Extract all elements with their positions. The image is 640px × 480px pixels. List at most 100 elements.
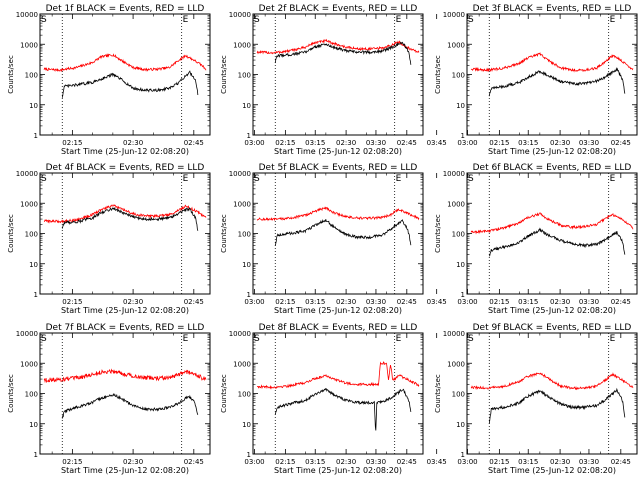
y-tick-label: 1000 [447,200,465,208]
y-tick-label: 1000 [447,360,465,368]
plot-frame [466,13,638,136]
end-marker-label: E [396,174,402,184]
y-tick-label: 10000 [16,330,38,338]
y-tick-label: 10000 [229,170,251,178]
start-marker-label: S [41,334,47,344]
y-tick-label: 10 [29,421,38,429]
x-axis-label: Start Time (25-Jun-12 02:08:20) [61,466,189,475]
y-axis-label: Counts/sec [434,214,442,253]
panel-title: Det 6f BLACK = Events, RED = LLD [473,163,632,173]
start-marker-label: S [254,334,260,344]
x-tick-label: 03:30 [366,458,386,466]
plot-frame [39,13,211,136]
panel-title: Det 9f BLACK = Events, RED = LLD [473,323,632,333]
end-marker-label: E [183,334,189,344]
x-tick-label: 02:30 [336,458,356,466]
events-series-line [61,206,199,231]
plot-frame [252,172,424,295]
x-tick-label: 03:00 [457,458,477,466]
x-tick-label: 03:00 [244,458,264,466]
x-tick-label: 02:45 [611,139,631,147]
x-tick-label: 02:45 [397,298,417,306]
y-tick-label: 100 [452,231,465,239]
detector-panel-8: Det 8f BLACK = Events, RED = LLD Counts/s… [220,323,640,475]
y-tick-label: 10 [242,261,251,269]
y-axis-label: Counts/sec [7,55,15,94]
lld-series-line [470,52,634,73]
x-tick-label: 03:00 [457,298,477,306]
x-tick-label: 02:45 [397,139,417,147]
y-axis-label: Counts/sec [434,55,442,94]
y-tick-label: 1 [34,132,38,140]
events-series-line [61,392,199,419]
x-tick-label: 03:15 [518,458,538,466]
x-tick-label: 03:30 [366,298,386,306]
x-tick-label: 02:45 [611,458,631,466]
x-tick-label: 02:30 [123,298,143,306]
detector-panel-7: Det 7f BLACK = Events, RED = LLD Counts/s… [7,323,447,475]
lld-series-line [43,368,207,384]
end-marker-label: E [396,334,402,344]
y-tick-label: 1 [247,451,251,459]
y-axis-label: Counts/sec [434,374,442,413]
detector-panel-9: Det 9f BLACK = Events, RED = LLD Counts/s… [434,323,638,475]
x-tick-label: 02:30 [336,298,356,306]
start-marker-label: S [254,174,260,184]
y-axis-label: Counts/sec [220,55,228,94]
start-marker-label: S [468,15,474,25]
x-tick-label: 03:00 [244,139,264,147]
detector-panel-2: Det 2f BLACK = Events, RED = LLD Counts/s… [220,4,640,156]
lld-series-line [257,361,420,390]
end-marker-label: E [183,174,189,184]
y-tick-label: 10000 [229,11,251,19]
x-tick-label: 03:00 [457,139,477,147]
end-marker-label: E [396,15,402,25]
x-tick-label: 03:45 [427,139,447,147]
x-tick-label: 02:45 [184,139,204,147]
y-tick-label: 100 [452,391,465,399]
panel-title: Det 1f BLACK = Events, RED = LLD [46,4,205,14]
start-marker-label: S [41,15,47,25]
y-tick-label: 1 [461,291,465,299]
x-tick-label: 02:15 [275,458,295,466]
detector-panel-3: Det 3f BLACK = Events, RED = LLD Counts/s… [434,4,638,156]
end-marker-label: E [610,15,616,25]
y-tick-label: 10000 [443,330,465,338]
y-tick-label: 1000 [233,200,251,208]
lld-series-line [256,206,420,222]
y-tick-label: 10 [242,102,251,110]
y-tick-label: 1 [461,451,465,459]
panel-title: Det 2f BLACK = Events, RED = LLD [259,4,418,14]
events-series-line [274,218,412,246]
y-tick-label: 100 [25,72,38,80]
x-tick-label: 02:15 [62,298,82,306]
x-tick-label: 03:30 [579,458,599,466]
x-axis-label: Start Time (25-Jun-12 02:08:20) [274,466,402,475]
y-tick-label: 10 [456,102,465,110]
start-marker-label: S [468,174,474,184]
panel-title: Det 5f BLACK = Events, RED = LLD [259,163,418,173]
lld-series-line [470,212,634,235]
x-tick-label: 02:15 [489,458,509,466]
y-tick-label: 10 [242,421,251,429]
x-tick-label: 02:15 [489,298,509,306]
start-marker-label: S [254,15,260,25]
y-tick-label: 100 [238,231,251,239]
lld-series-line [256,38,420,55]
x-tick-label: 02:45 [397,458,417,466]
x-tick-label: 03:45 [427,458,447,466]
x-tick-label: 02:30 [123,458,143,466]
x-axis-label: Start Time (25-Jun-12 02:08:20) [274,306,402,315]
x-tick-label: 02:45 [184,298,204,306]
x-axis-label: Start Time (25-Jun-12 02:08:20) [488,466,616,475]
y-tick-label: 10 [456,421,465,429]
lld-series-line [43,203,207,224]
detector-panel-6: Det 6f BLACK = Events, RED = LLD Counts/s… [434,163,638,315]
start-marker-label: S [41,174,47,184]
y-tick-label: 10000 [229,330,251,338]
lld-series-line [43,52,207,73]
x-tick-label: 03:15 [518,139,538,147]
x-tick-label: 02:15 [489,139,509,147]
y-tick-label: 1 [247,132,251,140]
detector-panel-4: Det 4f BLACK = Events, RED = LLD Counts/s… [7,163,447,315]
